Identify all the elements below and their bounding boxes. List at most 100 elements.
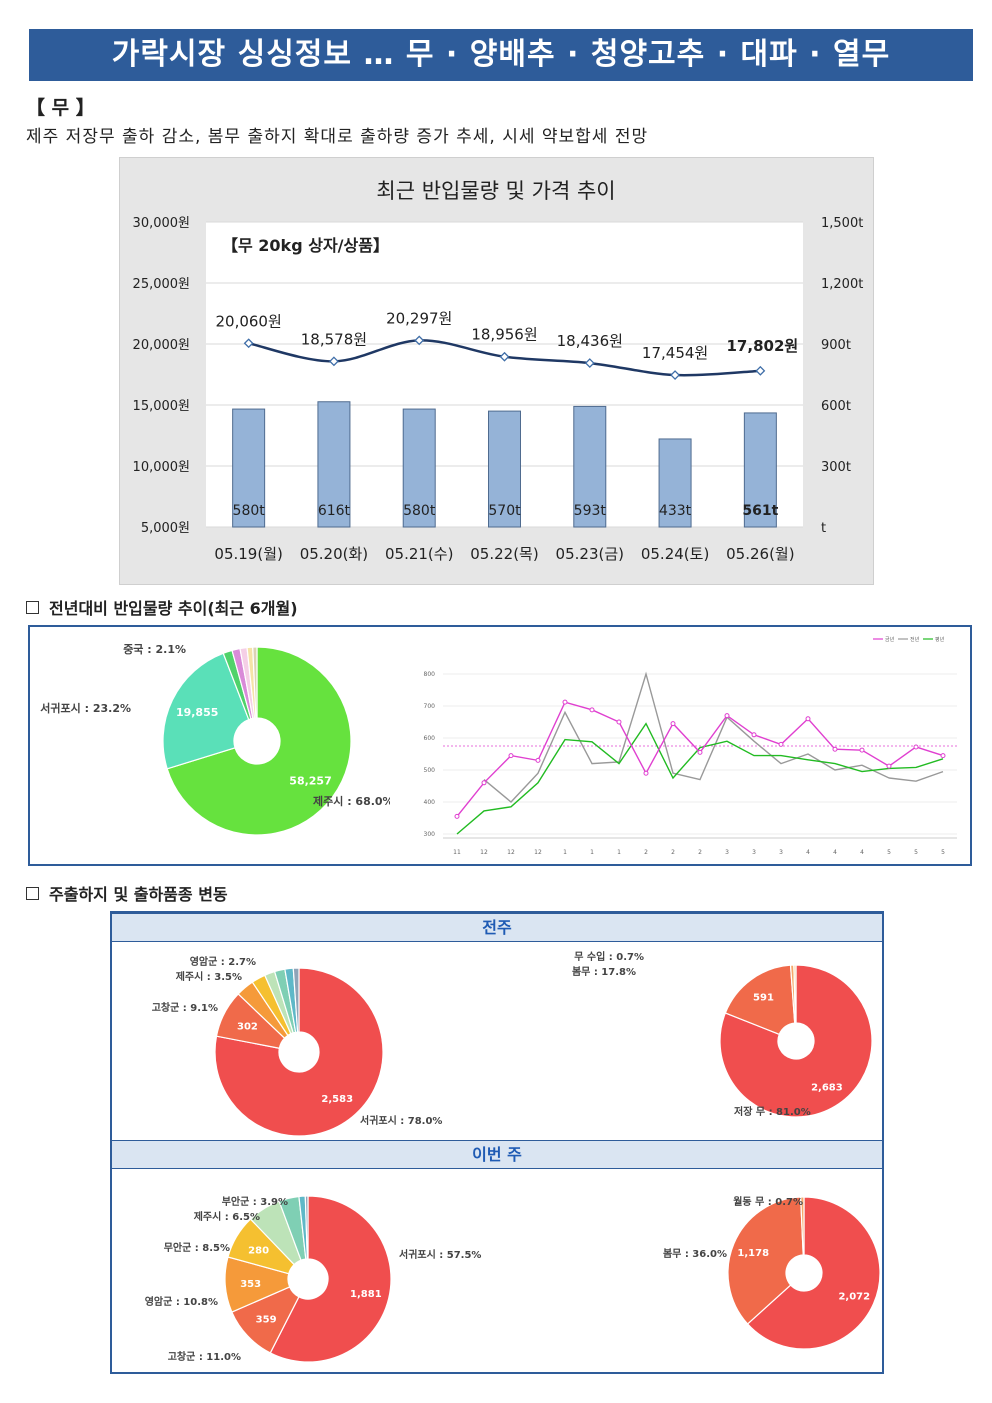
- donut-slice: [724, 964, 796, 1036]
- this-week-origin-donut: 1,881 359 353 280 서귀포시 : 57.5% 고창군 : 11.0% 영암군…: [145, 1195, 482, 1363]
- x-tick-label: 3: [725, 849, 729, 856]
- x-tick-label: 4: [860, 849, 864, 856]
- price-point: [755, 365, 766, 376]
- shipping-heading-label: 주출하지 및 출하품종 변동: [49, 885, 228, 904]
- x-tick-label: 11: [453, 849, 461, 856]
- y-right-tick: 600t: [821, 399, 851, 414]
- checkbox-icon: [26, 601, 39, 614]
- slice-value-label: 302: [237, 1021, 258, 1032]
- volume-bar: [658, 438, 692, 528]
- series-point: [886, 763, 892, 769]
- slice-name-label: 저장 무 : 81.0%: [734, 1105, 811, 1118]
- slice-name-label: 영암군 : 10.8%: [145, 1295, 218, 1308]
- volume-bar-label: 580t: [233, 503, 266, 519]
- price-label: 17,802원: [727, 337, 799, 355]
- series-line: [456, 722, 944, 835]
- y-tick-label: 500: [424, 767, 436, 774]
- origin-share-donut: 58,257 19,855 제주시 : 68.0% 서귀포시 : 23.2% 중국 : …: [40, 643, 390, 836]
- slice-value-label: 353: [240, 1279, 261, 1290]
- volume-bar-label: 593t: [574, 503, 607, 519]
- year-compare-panel: 58,257 19,855 제주시 : 68.0% 서귀포시 : 23.2% 중국 : …: [28, 625, 972, 866]
- slice-value-label: 19,855: [176, 706, 218, 719]
- donut-slice: [214, 967, 384, 1137]
- x-axis-label: 05.23(금): [556, 545, 624, 563]
- y-left-tick: 20,000원: [133, 338, 190, 353]
- volume-bar: [743, 412, 777, 528]
- slice-value-label: 1,178: [737, 1248, 769, 1259]
- price-volume-chart-panel: 최근 반입물량 및 가격 추이 【무 20kg 상자/상품】 5,000원 t 10,0…: [119, 157, 874, 585]
- slice-name-label: 봄무 : 17.8%: [572, 966, 636, 978]
- volume-bar-label: 580t: [403, 503, 436, 519]
- x-tick-label: 2: [698, 849, 702, 856]
- slice-value-label: 280: [248, 1246, 269, 1257]
- donut-slice: [746, 1196, 881, 1350]
- donut-slice: [800, 1196, 805, 1256]
- price-point: [329, 356, 339, 367]
- shipping-panel: 전주 2,583 302 서귀포시 : 78.0% 고창군 : 9.1% 제주시 : 3…: [110, 911, 884, 1374]
- y-right-tick: 900t: [821, 338, 851, 353]
- y-right-tick: t: [821, 521, 826, 536]
- y-right-tick: 300t: [821, 460, 851, 475]
- donut-slice: [162, 652, 250, 770]
- legend-label: 전년: [910, 636, 920, 643]
- price-label: 18,436원: [557, 332, 623, 350]
- series-point: [940, 753, 946, 759]
- volume-bar-label: 570t: [488, 503, 521, 519]
- series-line: [456, 701, 944, 817]
- volume-bar-label: 561t: [742, 503, 778, 519]
- last-week-bar: 전주: [112, 913, 882, 942]
- volume-bar: [402, 408, 436, 528]
- y-tick-label: 600: [424, 735, 436, 742]
- slice-name-label: 서귀포시 : 78.0%: [360, 1114, 442, 1127]
- price-point: [499, 351, 510, 362]
- x-tick-label: 4: [833, 849, 837, 856]
- slice-value-label: 359: [256, 1314, 277, 1325]
- year-compare-heading: 전년대비 반입물량 추이(최근 6개월): [26, 595, 298, 619]
- donut-slice: [304, 1195, 309, 1260]
- donut-slice: [727, 1196, 804, 1325]
- slice-name-label: 무안군 : 8.5%: [164, 1241, 230, 1254]
- x-tick-label: 12: [507, 849, 515, 856]
- y-right-tick: 1,500t: [821, 216, 863, 231]
- series-point: [643, 770, 649, 776]
- price-point: [670, 370, 680, 380]
- x-tick-label: 1: [617, 849, 621, 856]
- x-tick-label: 5: [914, 849, 918, 856]
- y-tick-label: 800: [424, 671, 436, 678]
- series-point: [751, 732, 757, 738]
- y-tick-label: 700: [424, 703, 436, 710]
- y-left-tick: 5,000원: [141, 521, 190, 536]
- x-axis-label: 05.21(수): [385, 545, 453, 563]
- series-point: [778, 741, 784, 747]
- chart-title: 최근 반입물량 및 가격 추이: [376, 179, 615, 203]
- series-point: [670, 721, 676, 727]
- slice-name-label: 고창군 : 11.0%: [168, 1350, 241, 1363]
- slice-name-label: 서귀포시 : 23.2%: [40, 701, 131, 715]
- price-label: 18,956원: [471, 326, 537, 344]
- checkbox-icon: [26, 887, 39, 900]
- x-tick-label: 2: [644, 849, 648, 856]
- chart-annotation: 【무 20kg 상자/상품】: [222, 236, 389, 255]
- legend-label: 평년: [935, 636, 945, 643]
- y-tick-label: 300: [424, 831, 436, 838]
- volume-bar: [317, 401, 351, 528]
- slice-name-label: 영암군 : 2.7%: [190, 955, 256, 968]
- x-tick-label: 12: [480, 849, 488, 856]
- volume-bar: [488, 410, 521, 528]
- price-volume-chart: 최근 반입물량 및 가격 추이 【무 20kg 상자/상품】 5,000원 t 10,0…: [133, 179, 864, 563]
- slice-name-label: 부안군 : 3.9%: [222, 1195, 288, 1208]
- donut-slice: [252, 646, 258, 719]
- donut-slice: [166, 646, 352, 836]
- x-tick-label: 3: [752, 849, 756, 856]
- x-tick-label: 3: [779, 849, 783, 856]
- y-left-tick: 25,000원: [133, 277, 190, 292]
- series-point: [805, 716, 811, 722]
- price-label: 17,454원: [642, 344, 708, 362]
- this-week-bar: 이번 주: [112, 1140, 882, 1169]
- x-axis-label: 05.22(목): [470, 545, 538, 563]
- slice-value-label: 58,257: [289, 774, 331, 787]
- slice-value-label: 2,583: [321, 1094, 353, 1105]
- volume-bar-label: 616t: [318, 503, 351, 519]
- last-week-variety-donut: 2,683 591 저장 무 : 81.0% 봄무 : 17.8% 무 수입 : 0.7…: [572, 950, 873, 1118]
- y-left-tick: 10,000원: [133, 460, 190, 475]
